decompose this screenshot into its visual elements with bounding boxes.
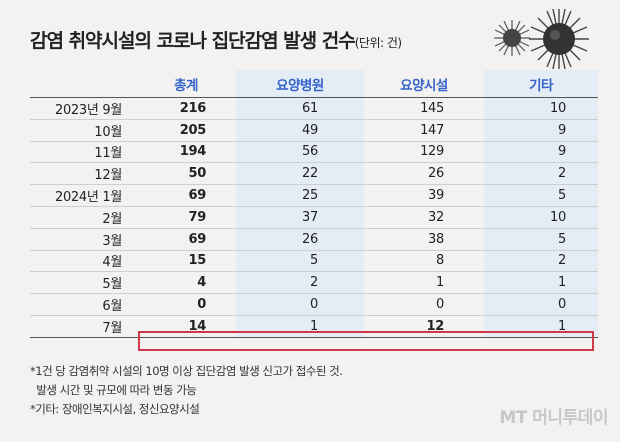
cell-nursing-hospital: 2 — [236, 271, 364, 294]
table-row: 10월 205 49 147 9 — [30, 118, 598, 142]
cell-nursing-facility: 0 — [364, 293, 484, 316]
row-label: 10월 — [30, 118, 136, 142]
cell-other: 10 — [484, 205, 598, 229]
cell-other: 1 — [484, 271, 598, 294]
cell-nursing-facility: 145 — [364, 97, 484, 120]
publisher-logo: MT 머니투데이 — [499, 408, 608, 428]
cell-other: 5 — [484, 227, 598, 251]
cell-other: 2 — [484, 162, 598, 185]
header-other: 기타 — [484, 70, 598, 98]
cell-total: 194 — [136, 140, 236, 163]
cell-nursing-hospital: 56 — [236, 140, 364, 163]
table-row: 12월 50 22 26 2 — [30, 162, 598, 185]
table-row: 5월 4 2 1 1 — [30, 271, 598, 294]
table-row: 4월 15 5 8 2 — [30, 249, 598, 272]
cell-nursing-facility: 32 — [364, 205, 484, 229]
cell-nursing-facility: 129 — [364, 140, 484, 163]
virus-icon — [494, 20, 530, 56]
row-label: 12월 — [30, 162, 136, 185]
table-row: 2023년 9월 216 61 145 10 — [30, 97, 598, 120]
data-table: 총계 요양병원 요양시설 기타 2023년 9월 216 61 145 10 10월 205… — [30, 70, 598, 338]
cell-other: 0 — [484, 293, 598, 316]
table-row: 6월 0 0 0 0 — [30, 293, 598, 316]
cell-nursing-facility: 39 — [364, 184, 484, 207]
chart-title-main: 감염 취약시설의 코로나 집단감염 발생 건수 — [30, 30, 356, 52]
row-label: 2023년 9월 — [30, 97, 136, 120]
cell-other: 2 — [484, 249, 598, 272]
cell-nursing-hospital: 25 — [236, 184, 364, 207]
cell-nursing-facility: 26 — [364, 162, 484, 185]
footnote-3: *기타: 장애인복지시설, 정신요양시설 — [30, 402, 200, 416]
cell-nursing-facility: 147 — [364, 118, 484, 142]
cell-total: 69 — [136, 227, 236, 251]
header-row: 총계 요양병원 요양시설 기타 — [30, 70, 598, 98]
cell-total: 15 — [136, 249, 236, 272]
virus-icon — [529, 8, 589, 70]
table-body: 2023년 9월 216 61 145 10 10월 205 49 147 9 11월 194 56 12… — [30, 97, 598, 338]
cell-total: 79 — [136, 205, 236, 229]
row-label: 4월 — [30, 249, 136, 272]
highlight-box — [138, 331, 594, 351]
cell-other: 10 — [484, 97, 598, 120]
footnotes: *1건 당 감염취약 시설의 10명 이상 집단감염 발생 신고가 접수된 것.… — [30, 362, 343, 419]
cell-total: 0 — [136, 293, 236, 316]
cell-total: 4 — [136, 271, 236, 294]
chart-unit: (단위: 건) — [354, 36, 402, 50]
cell-nursing-hospital: 5 — [236, 249, 364, 272]
cell-nursing-facility: 1 — [364, 271, 484, 294]
row-label: 3월 — [30, 227, 136, 251]
header-blank — [30, 70, 136, 98]
row-label: 5월 — [30, 271, 136, 294]
cell-other: 9 — [484, 118, 598, 142]
cell-total: 69 — [136, 184, 236, 207]
cell-total: 216 — [136, 97, 236, 120]
cell-nursing-facility: 8 — [364, 249, 484, 272]
header-nursing-facility: 요양시설 — [400, 77, 448, 94]
row-label: 7월 — [30, 314, 136, 338]
cell-nursing-hospital: 0 — [236, 293, 364, 316]
row-label: 11월 — [30, 140, 136, 163]
cell-total: 50 — [136, 162, 236, 185]
cell-nursing-hospital: 26 — [236, 227, 364, 251]
cell-total: 205 — [136, 118, 236, 142]
cell-nursing-hospital: 49 — [236, 118, 364, 142]
cell-nursing-facility: 38 — [364, 227, 484, 251]
row-label: 2월 — [30, 205, 136, 229]
table-row: 2월 79 37 32 10 — [30, 205, 598, 229]
table-row: 3월 69 26 38 5 — [30, 227, 598, 251]
cell-other: 9 — [484, 140, 598, 163]
footnote-2: 발생 시간 및 규모에 따라 변동 가능 — [30, 383, 197, 397]
cell-nursing-hospital: 37 — [236, 205, 364, 229]
cell-other: 5 — [484, 184, 598, 207]
chart-title: 감염 취약시설의 코로나 집단감염 발생 건수(단위: 건) — [30, 26, 402, 53]
data-table-wrap: 총계 요양병원 요양시설 기타 2023년 9월 216 61 145 10 10월 205… — [30, 70, 598, 338]
cell-nursing-hospital: 61 — [236, 97, 364, 120]
header-total: 총계 — [174, 77, 198, 94]
cell-nursing-hospital: 22 — [236, 162, 364, 185]
table-row: 11월 194 56 129 9 — [30, 140, 598, 163]
table-row: 2024년 1월 69 25 39 5 — [30, 184, 598, 207]
header-nursing-hospital: 요양병원 — [236, 70, 364, 98]
row-label: 2024년 1월 — [30, 184, 136, 207]
row-label: 6월 — [30, 293, 136, 316]
footnote-1: *1건 당 감염취약 시설의 10명 이상 집단감염 발생 신고가 접수된 것. — [30, 364, 343, 378]
